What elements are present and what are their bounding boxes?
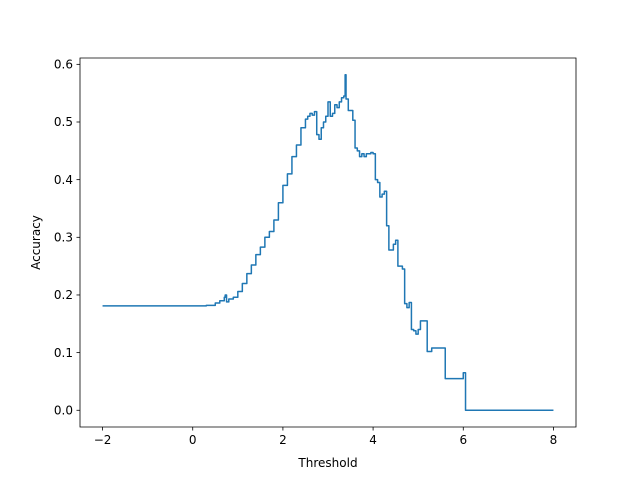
x-tick-label: 0 <box>189 433 197 447</box>
series-layer <box>102 73 554 412</box>
accuracy-series-line <box>102 73 554 412</box>
y-axis-label: Accuracy <box>29 215 43 270</box>
y-tick-label: 0.5 <box>54 115 73 129</box>
axes-background <box>80 58 576 427</box>
x-tick-label: 8 <box>550 433 558 447</box>
x-tick-label: 2 <box>279 433 287 447</box>
plot-area: −2 0 2 4 6 8 0.0 0.1 0.2 0.3 0.4 0.5 0.6 <box>54 57 577 447</box>
x-tick-label: −2 <box>94 433 112 447</box>
y-tick-label: 0.6 <box>54 58 73 72</box>
x-axis-label: Threshold <box>297 456 357 470</box>
y-tick-label: 0.2 <box>54 288 73 302</box>
y-tick-label: 0.0 <box>54 403 73 417</box>
y-tick-label: 0.1 <box>54 346 73 360</box>
x-axis: −2 0 2 4 6 8 <box>94 427 558 447</box>
y-axis: 0.0 0.1 0.2 0.3 0.4 0.5 0.6 <box>54 58 80 417</box>
y-tick-label: 0.3 <box>54 231 73 245</box>
y-tick-label: 0.4 <box>54 173 73 187</box>
x-tick-label: 4 <box>369 433 377 447</box>
x-tick-label: 6 <box>459 433 467 447</box>
axes-frame <box>79 57 577 428</box>
